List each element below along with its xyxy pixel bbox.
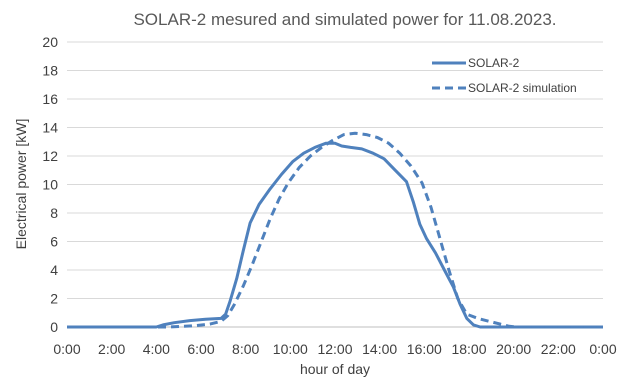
grid-lines: [67, 41, 603, 299]
legend-label-solar-2: SOLAR-2: [468, 56, 520, 70]
x-tick-label: 6:00: [187, 341, 214, 357]
x-tick-label: 2:00: [98, 341, 125, 357]
x-tick-labels: 0:00 2:00 4:00 6:00 8:00 10:00 12:00 14:00 16:00…: [53, 341, 616, 357]
y-tick-label: 2: [50, 291, 58, 307]
legend-label-solar-2-simulation: SOLAR-2 simulation: [468, 81, 577, 95]
x-tick-label: 14:00: [362, 341, 397, 357]
y-tick-labels: 0 2 4 6 8 10 12 14 16 18 20: [42, 34, 58, 335]
y-tick-label: 20: [42, 34, 58, 50]
series-layer: [67, 131, 603, 329]
legend: SOLAR-2 SOLAR-2 simulation: [432, 56, 577, 95]
x-axis-label: hour of day: [300, 361, 370, 377]
x-tick-label: 20:00: [496, 341, 531, 357]
x-tick-label: 12:00: [317, 341, 352, 357]
y-tick-label: 8: [50, 205, 58, 221]
y-tick-label: 10: [42, 177, 58, 193]
y-tick-label: 18: [42, 63, 58, 79]
y-tick-label: 14: [42, 120, 58, 136]
y-axis-label: Electrical power [kW]: [13, 119, 29, 250]
x-tick-label: 4:00: [143, 341, 170, 357]
x-tick-label: 0:00: [53, 341, 80, 357]
x-tick-label: 22:00: [541, 341, 576, 357]
x-tick-label: 18:00: [451, 341, 486, 357]
y-tick-label: 0: [50, 319, 58, 335]
x-tick-label: 0:00: [589, 341, 616, 357]
x-tick-label: 16:00: [407, 341, 442, 357]
y-tick-label: 4: [50, 262, 58, 278]
x-tick-label: 10:00: [273, 341, 308, 357]
series-line-solar-2-simulation: [67, 131, 603, 329]
y-tick-label: 16: [42, 91, 58, 107]
y-tick-label: 6: [50, 234, 58, 250]
y-tick-label: 12: [42, 148, 58, 164]
x-tick-label: 8:00: [232, 341, 259, 357]
series-line-solar-2: [67, 141, 603, 329]
chart-title: SOLAR-2 mesured and simulated power for …: [133, 10, 556, 29]
